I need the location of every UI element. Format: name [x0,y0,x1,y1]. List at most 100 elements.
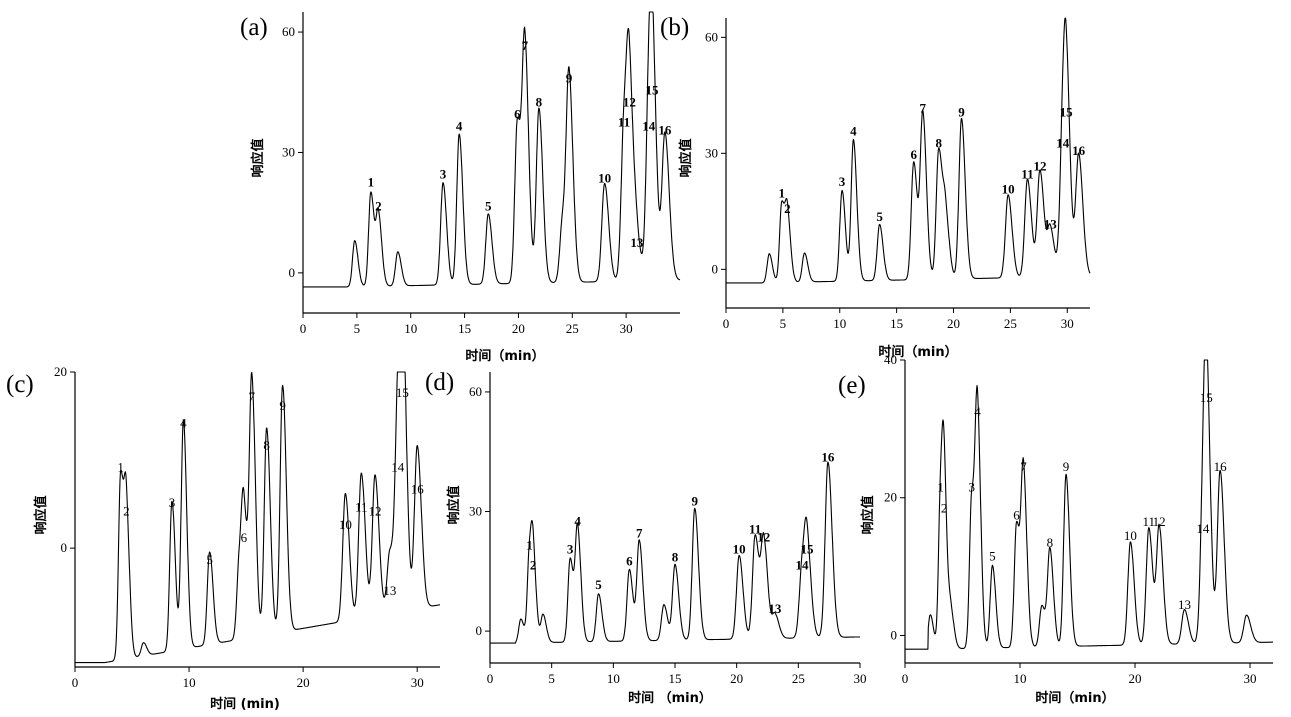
peak-label-4: 4 [456,118,463,133]
peak-label-7: 7 [920,101,927,116]
x-tick-label: 15 [890,316,903,331]
y-tick-label: 20 [884,490,897,505]
x-tick-label: 0 [300,321,307,336]
peak-label-2: 2 [375,199,382,214]
y-tick-label: 30 [705,145,718,160]
peak-label-9: 9 [1063,459,1070,474]
y-tick-label: 40 [884,352,897,367]
panel-label: (c) [6,371,34,398]
peak-label-8: 8 [672,549,679,564]
panel-label: (b) [660,14,689,41]
peak-label-9: 9 [566,70,573,85]
x-tick-label: 10 [607,671,620,686]
peak-label-5: 5 [485,199,492,214]
x-tick-label: 10 [183,675,196,690]
x-tick-label: 30 [1244,671,1257,686]
peak-label-4: 4 [180,416,187,431]
x-tick-label: 25 [566,321,579,336]
peak-label-14: 14 [642,118,656,133]
x-tick-label: 25 [792,671,805,686]
chromatogram-trace [74,371,441,664]
peak-label-11: 11 [355,499,368,514]
y-tick-label: 30 [469,504,482,519]
y-tick-label: 60 [469,384,482,399]
x-tick-label: 10 [404,321,417,336]
x-tick-label: 20 [947,316,960,331]
chromatogram-trace [904,359,1274,650]
x-tick-label: 30 [411,675,424,690]
x-tick-label: 20 [730,671,743,686]
y-tick-label: 0 [61,540,68,555]
peak-label-5: 5 [595,577,602,592]
peak-label-3: 3 [968,480,975,495]
peak-label-3: 3 [440,167,447,182]
x-tick-label: 5 [354,321,361,336]
peak-label-13: 13 [768,601,782,616]
peak-label-16: 16 [658,122,672,137]
x-tick-label: 10 [1014,671,1027,686]
peak-label-11: 11 [1021,166,1033,181]
panel-label: (e) [838,372,866,399]
peak-label-1: 1 [778,186,785,201]
x-tick-label: 20 [1129,671,1142,686]
peak-label-5: 5 [989,549,996,564]
peak-label-8: 8 [1047,535,1054,550]
peak-label-6: 6 [241,530,248,545]
peak-label-1: 1 [526,537,533,552]
x-tick-label: 30 [1061,316,1074,331]
peak-label-16: 16 [1214,459,1228,474]
peak-label-4: 4 [574,513,581,528]
peak-label-8: 8 [935,135,942,150]
peak-label-11: 11 [618,114,630,129]
y-tick-label: 0 [712,261,719,276]
y-axis-title: 响应值 [678,138,694,177]
y-axis-title: 响应值 [33,495,49,534]
peak-label-12: 12 [757,529,770,544]
peak-label-15: 15 [1200,390,1213,405]
peak-label-2: 2 [530,557,537,572]
x-tick-label: 20 [512,321,525,336]
peak-label-7: 7 [522,38,529,53]
peak-label-6: 6 [626,553,633,568]
peak-label-16: 16 [411,482,425,497]
peak-label-5: 5 [206,552,213,567]
peak-label-2: 2 [123,504,130,519]
y-tick-label: 20 [54,364,67,379]
peak-label-1: 1 [117,460,124,475]
peak-label-1: 1 [368,175,375,190]
x-axis-title: 时间（min） [878,344,957,360]
x-tick-label: 0 [72,675,79,690]
y-tick-label: 30 [282,144,295,159]
x-axis-title: 时间（min） [1035,690,1114,706]
peak-label-5: 5 [876,209,883,224]
peak-label-14: 14 [796,557,810,572]
peak-label-9: 9 [691,494,698,509]
chromatogram-trace [302,11,681,288]
peak-label-16: 16 [1072,143,1086,158]
peak-label-7: 7 [249,389,256,404]
peak-label-1: 1 [937,480,944,495]
y-tick-label: 0 [891,627,898,642]
peak-label-12: 12 [1033,159,1046,174]
x-tick-label: 5 [780,316,787,331]
peak-label-12: 12 [368,504,381,519]
peak-label-7: 7 [1020,459,1027,474]
peak-label-8: 8 [263,438,270,453]
peak-label-6: 6 [910,147,917,162]
peak-label-9: 9 [279,398,286,413]
peak-label-7: 7 [636,525,643,540]
peak-label-3: 3 [169,495,176,510]
x-tick-label: 5 [548,671,555,686]
peak-label-4: 4 [974,404,981,419]
peak-label-15: 15 [1060,104,1074,119]
peak-label-3: 3 [839,174,846,189]
peak-label-8: 8 [536,94,543,109]
x-axis-title: 时间 （min） [628,690,712,706]
y-axis-title: 响应值 [860,495,876,534]
peak-label-13: 13 [383,583,396,598]
y-tick-label: 0 [476,623,483,638]
